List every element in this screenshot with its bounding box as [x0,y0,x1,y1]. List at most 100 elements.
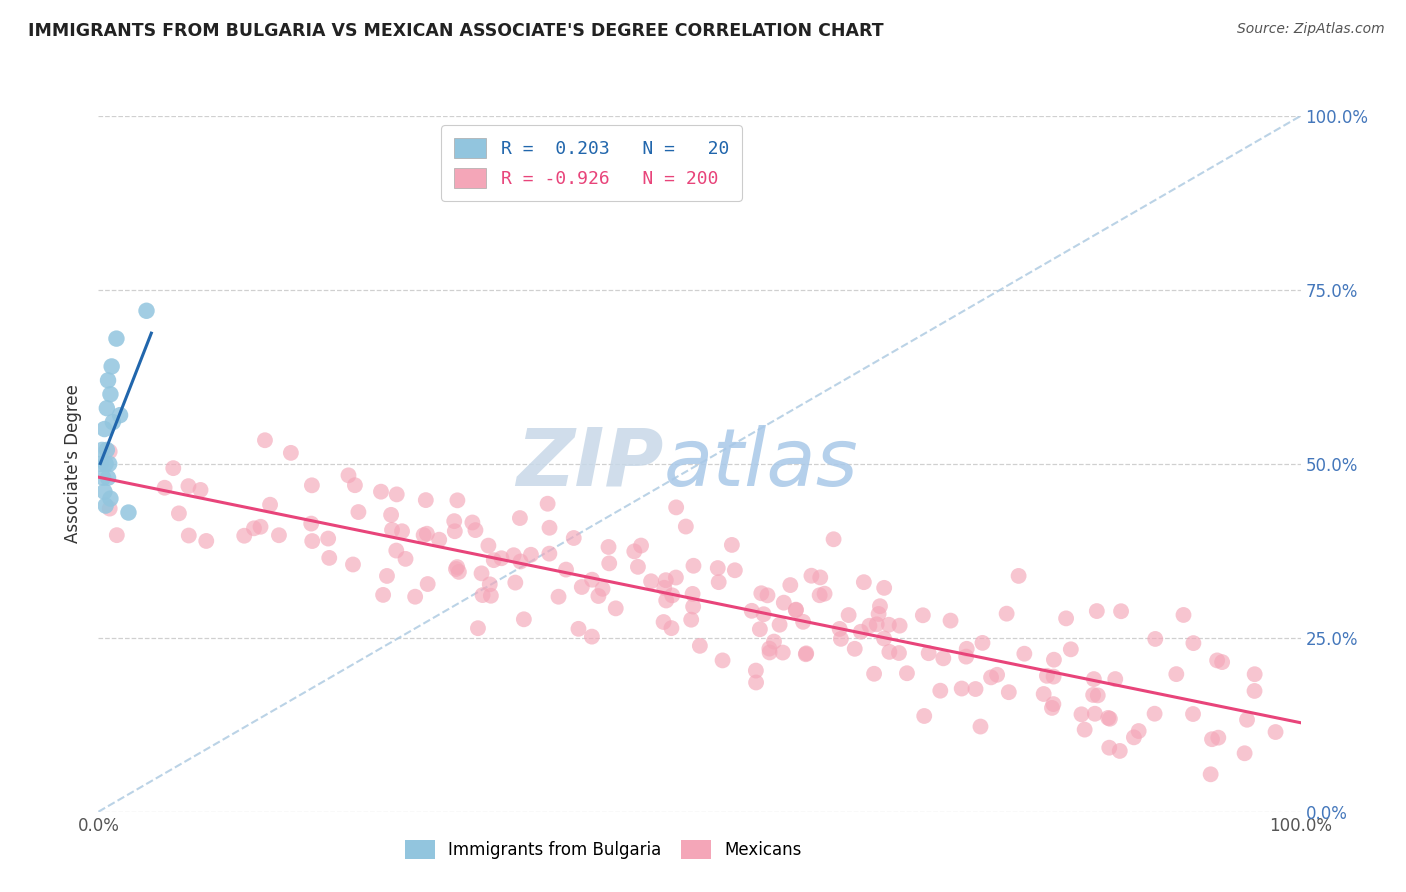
Point [792,615,814,629]
Point [939,614,962,628]
Point [1173,607,1195,622]
Point [965,681,987,696]
Point [1233,746,1256,760]
Point [588,589,610,603]
Point [868,607,890,621]
Text: ZIP: ZIP [516,425,664,503]
Point [555,563,578,577]
Point [969,720,991,734]
Point [412,528,434,542]
Point [758,645,780,659]
Point [706,561,728,575]
Point [752,607,775,622]
Point [482,553,505,567]
Point [233,529,256,543]
Point [838,608,860,623]
Point [491,551,513,566]
Point [1108,744,1130,758]
Point [100,387,122,401]
Point [896,666,918,681]
Point [478,577,501,591]
Point [932,651,955,665]
Point [1042,670,1064,684]
Point [912,709,935,723]
Point [190,483,212,497]
Point [337,468,360,483]
Point [380,508,402,522]
Point [707,575,730,590]
Point [758,641,780,656]
Point [1040,701,1063,715]
Point [1109,604,1132,618]
Point [1083,688,1105,702]
Point [100,359,122,374]
Point [509,511,531,525]
Point [800,568,823,582]
Point [844,641,866,656]
Point [1070,707,1092,722]
Point [567,622,589,636]
Point [391,524,413,539]
Point [950,681,973,696]
Point [538,521,561,535]
Point [94,499,117,513]
Point [253,434,276,448]
Point [756,588,779,602]
Point [873,632,896,646]
Point [1236,713,1258,727]
Point [1206,653,1229,667]
Point [1243,667,1265,681]
Point [267,528,290,542]
Point [1128,724,1150,739]
Point [869,599,891,614]
Point [370,484,392,499]
Y-axis label: Associate's Degree: Associate's Degree [65,384,83,543]
Point [105,528,128,542]
Point [724,563,747,577]
Point [849,624,872,639]
Point [852,575,875,590]
Point [98,501,121,516]
Point [581,630,603,644]
Point [1073,723,1095,737]
Point [808,588,831,602]
Point [97,373,120,387]
Point [479,589,502,603]
Point [416,526,439,541]
Point [995,607,1018,621]
Point [655,573,678,587]
Point [177,528,200,542]
Point [1098,712,1121,726]
Point [464,523,486,537]
Point [918,646,941,660]
Text: Source: ZipAtlas.com: Source: ZipAtlas.com [1237,22,1385,37]
Point [887,646,910,660]
Point [470,566,492,581]
Point [1199,767,1222,781]
Legend: Immigrants from Bulgaria, Mexicans: Immigrants from Bulgaria, Mexicans [398,833,808,866]
Point [605,601,627,615]
Point [823,533,845,547]
Point [741,604,763,618]
Point [385,543,408,558]
Point [93,484,115,499]
Point [443,514,465,528]
Point [447,565,470,579]
Point [997,685,1019,699]
Point [1007,569,1029,583]
Point [1166,667,1188,681]
Point [1211,655,1233,669]
Point [90,457,112,471]
Point [873,581,896,595]
Point [135,303,157,318]
Point [105,332,128,346]
Point [94,457,117,471]
Point [813,587,835,601]
Point [1208,731,1230,745]
Point [509,554,531,568]
Point [343,478,366,492]
Point [879,645,901,659]
Point [538,547,561,561]
Point [1085,604,1108,618]
Point [243,521,266,535]
